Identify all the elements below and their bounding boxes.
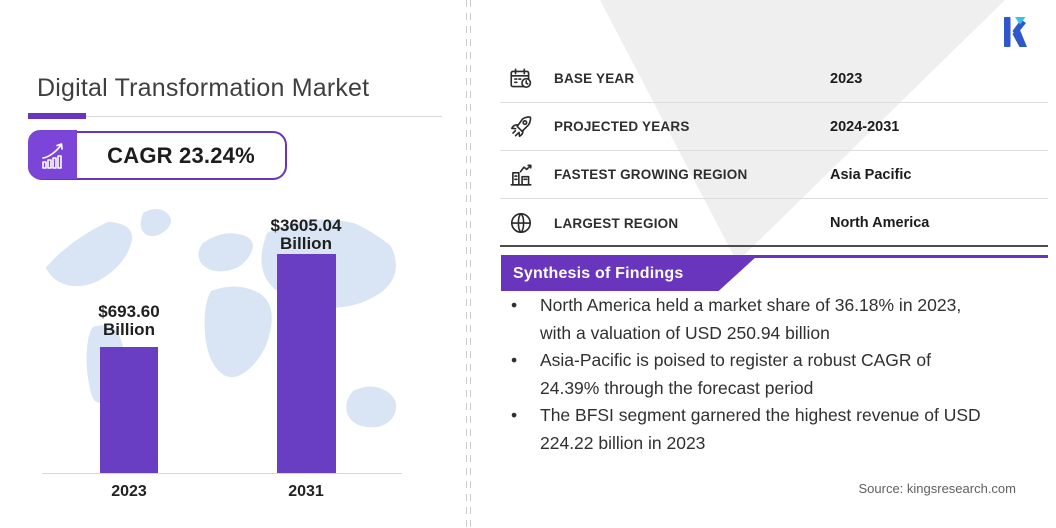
fact-value: 2024-2031 [830,118,900,135]
findings-title: Synthesis of Findings [513,264,684,282]
title-underline-accent [28,113,86,119]
finding-bullet-3: • The BFSI segment garnered the highest … [511,402,1003,457]
fact-label: LARGEST REGION [554,215,679,231]
fact-label: BASE YEAR [554,71,635,86]
growth-chart-icon [28,130,77,179]
panel-divider-2 [470,0,471,528]
kings-research-k-icon [1002,13,1032,54]
globe-icon [508,210,534,236]
calendar-clock-icon [508,66,534,92]
fact-row-largest-region: LARGEST REGION North America [500,199,1048,247]
bar-value-label-2031: $3605.04 Billion [270,216,342,253]
fact-row-projected-years: PROJECTED YEARS 2024-2031 [500,103,1048,151]
bullet-dot: • [511,295,518,315]
title-underline [28,116,442,117]
fact-label: PROJECTED YEARS [554,119,690,134]
growing-city-icon [508,162,534,188]
findings-banner: Synthesis of Findings [501,256,757,291]
bullet-dot: • [511,350,518,370]
bar-2031 [277,254,336,473]
fact-label: FASTEST GROWING REGION [554,167,748,182]
bar-value-label-2023: $693.60 Billion [98,302,160,339]
fact-row-fastest-growing-region: FASTEST GROWING REGION Asia Pacific [500,151,1048,199]
page-title: Digital Transformation Market [37,74,370,102]
fact-value: Asia Pacific [830,166,912,183]
facts-bottom-rule [500,245,1048,247]
source-attribution: Source: kingsresearch.com [858,481,1016,496]
cagr-value: CAGR 23.24% [107,142,255,168]
fact-value: North America [830,215,930,231]
x-axis-label-2023: 2023 [111,483,147,500]
findings-list: • North America held a market share of 3… [511,292,1003,457]
x-axis-label-2031: 2031 [288,483,324,500]
bullet-dot: • [511,405,518,425]
finding-bullet-1: • North America held a market share of 3… [511,292,1003,347]
world-map-watermark [15,195,450,490]
finding-bullet-2: • Asia-Pacific is poised to register a r… [511,347,1003,402]
fact-row-base-year: BASE YEAR 2023 [500,55,1048,103]
rocket-icon [508,114,534,140]
cagr-badge: CAGR 23.24% [28,130,287,180]
key-facts-table: BASE YEAR 2023 PROJECTED YEARS 2024-2031 [500,55,1048,247]
chart-baseline [42,473,402,474]
bar-2023 [100,347,158,473]
fact-value: 2023 [830,70,863,87]
panel-divider [466,0,467,528]
findings-banner-line [501,255,1048,258]
